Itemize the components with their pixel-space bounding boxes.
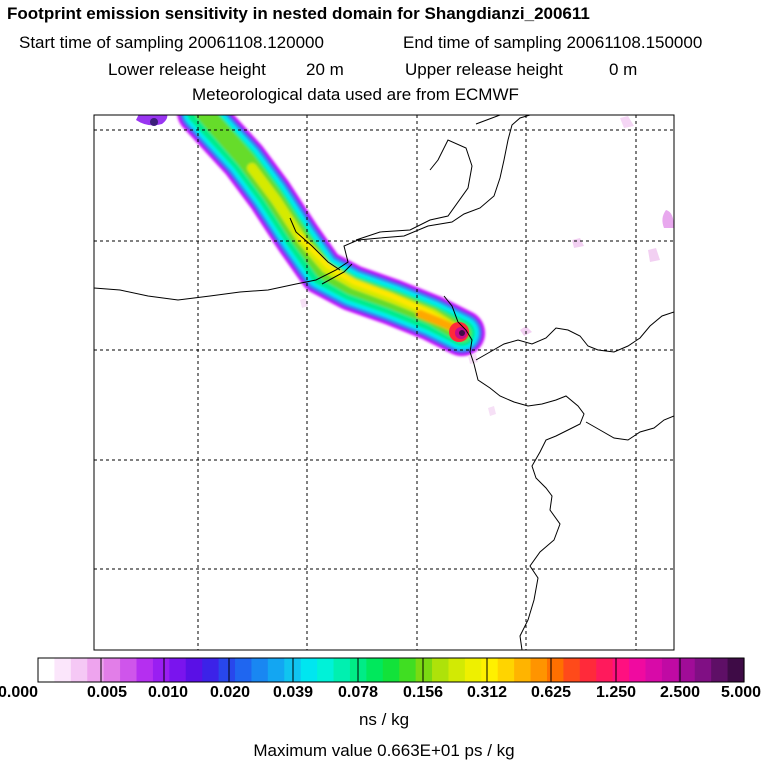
colorbar-swatch — [87, 658, 105, 682]
colorbar-swatch — [317, 658, 335, 682]
colorbar-swatch — [415, 658, 433, 682]
colorbar-swatch — [399, 658, 417, 682]
colorbar-swatch — [563, 658, 581, 682]
colorbar-swatch — [202, 658, 220, 682]
colorbar-swatch — [251, 658, 269, 682]
maximum-value-label: Maximum value 0.663E+01 ps / kg — [253, 741, 515, 760]
colorbar-swatch — [481, 658, 499, 682]
colorbar-border — [37, 657, 745, 683]
colorbar-tick-9: 1.250 — [595, 684, 637, 701]
colorbar-tick-4: 0.039 — [272, 684, 314, 701]
map-frame — [93, 114, 675, 651]
colorbar-swatch — [382, 658, 400, 682]
upper-release-height-value: 0 m — [609, 60, 638, 79]
colorbar-swatch — [694, 658, 712, 682]
colorbar-tick-0: 0.000 — [0, 684, 39, 701]
colorbar-swatch — [711, 658, 729, 682]
colorbar-swatch — [530, 658, 548, 682]
meteorological-data-label: Meteorological data used are from ECMWF — [192, 85, 519, 104]
end-time-label: End time of sampling 20061108.150000 — [403, 33, 703, 52]
colorbar-swatch — [432, 658, 450, 682]
colorbar-tick-10: 2.500 — [659, 684, 701, 701]
colorbar-swatch — [38, 658, 56, 682]
colorbar-swatch — [546, 658, 564, 682]
colorbar-swatch — [661, 658, 679, 682]
colorbar-unit-label: ns / kg — [358, 710, 410, 729]
colorbar-swatch — [235, 658, 253, 682]
upper-release-height-label: Upper release height — [405, 60, 563, 79]
colorbar-swatch — [727, 658, 745, 682]
colorbar-swatch — [464, 658, 482, 682]
colorbar-swatch — [645, 658, 663, 682]
colorbar-tick-3: 0.020 — [209, 684, 251, 701]
colorbar-tick-11: 5.000 — [720, 684, 762, 701]
colorbar-tick-5: 0.078 — [337, 684, 379, 701]
lower-release-height-value: 20 m — [306, 60, 344, 79]
colorbar-swatch — [136, 658, 154, 682]
colorbar-swatch — [300, 658, 318, 682]
colorbar-swatch — [120, 658, 138, 682]
map-title: Footprint emission sensitivity in nested… — [7, 4, 590, 23]
colorbar-tick-6: 0.156 — [402, 684, 444, 701]
colorbar-swatch — [218, 658, 236, 682]
colorbar-swatch — [497, 658, 515, 682]
lat-lon-gridlines — [94, 115, 674, 650]
colorbar-swatch — [579, 658, 597, 682]
colorbar-swatch — [267, 658, 285, 682]
coastlines-borders — [94, 115, 674, 650]
colorbar-tick-8: 0.625 — [530, 684, 572, 701]
colorbar-tick-7: 0.312 — [466, 684, 508, 701]
colorbar-swatch — [103, 658, 121, 682]
plume-layer — [136, 115, 674, 416]
colorbar — [37, 657, 745, 683]
colorbar-swatch — [333, 658, 351, 682]
colorbar-swatch — [612, 658, 630, 682]
colorbar-swatch — [152, 658, 170, 682]
colorbar-swatch — [514, 658, 532, 682]
lower-release-height-label: Lower release height — [108, 60, 266, 79]
colorbar-swatch — [169, 658, 187, 682]
colorbar-swatch — [448, 658, 466, 682]
colorbar-tick-1: 0.005 — [86, 684, 128, 701]
colorbar-swatch — [70, 658, 88, 682]
colorbar-tick-2: 0.010 — [147, 684, 189, 701]
start-time-label: Start time of sampling 20061108.120000 — [19, 33, 324, 52]
colorbar-swatch — [629, 658, 647, 682]
colorbar-swatch — [678, 658, 696, 682]
colorbar-swatch — [185, 658, 203, 682]
colorbar-swatch — [366, 658, 384, 682]
colorbar-swatch — [596, 658, 614, 682]
colorbar-swatch — [54, 658, 72, 682]
